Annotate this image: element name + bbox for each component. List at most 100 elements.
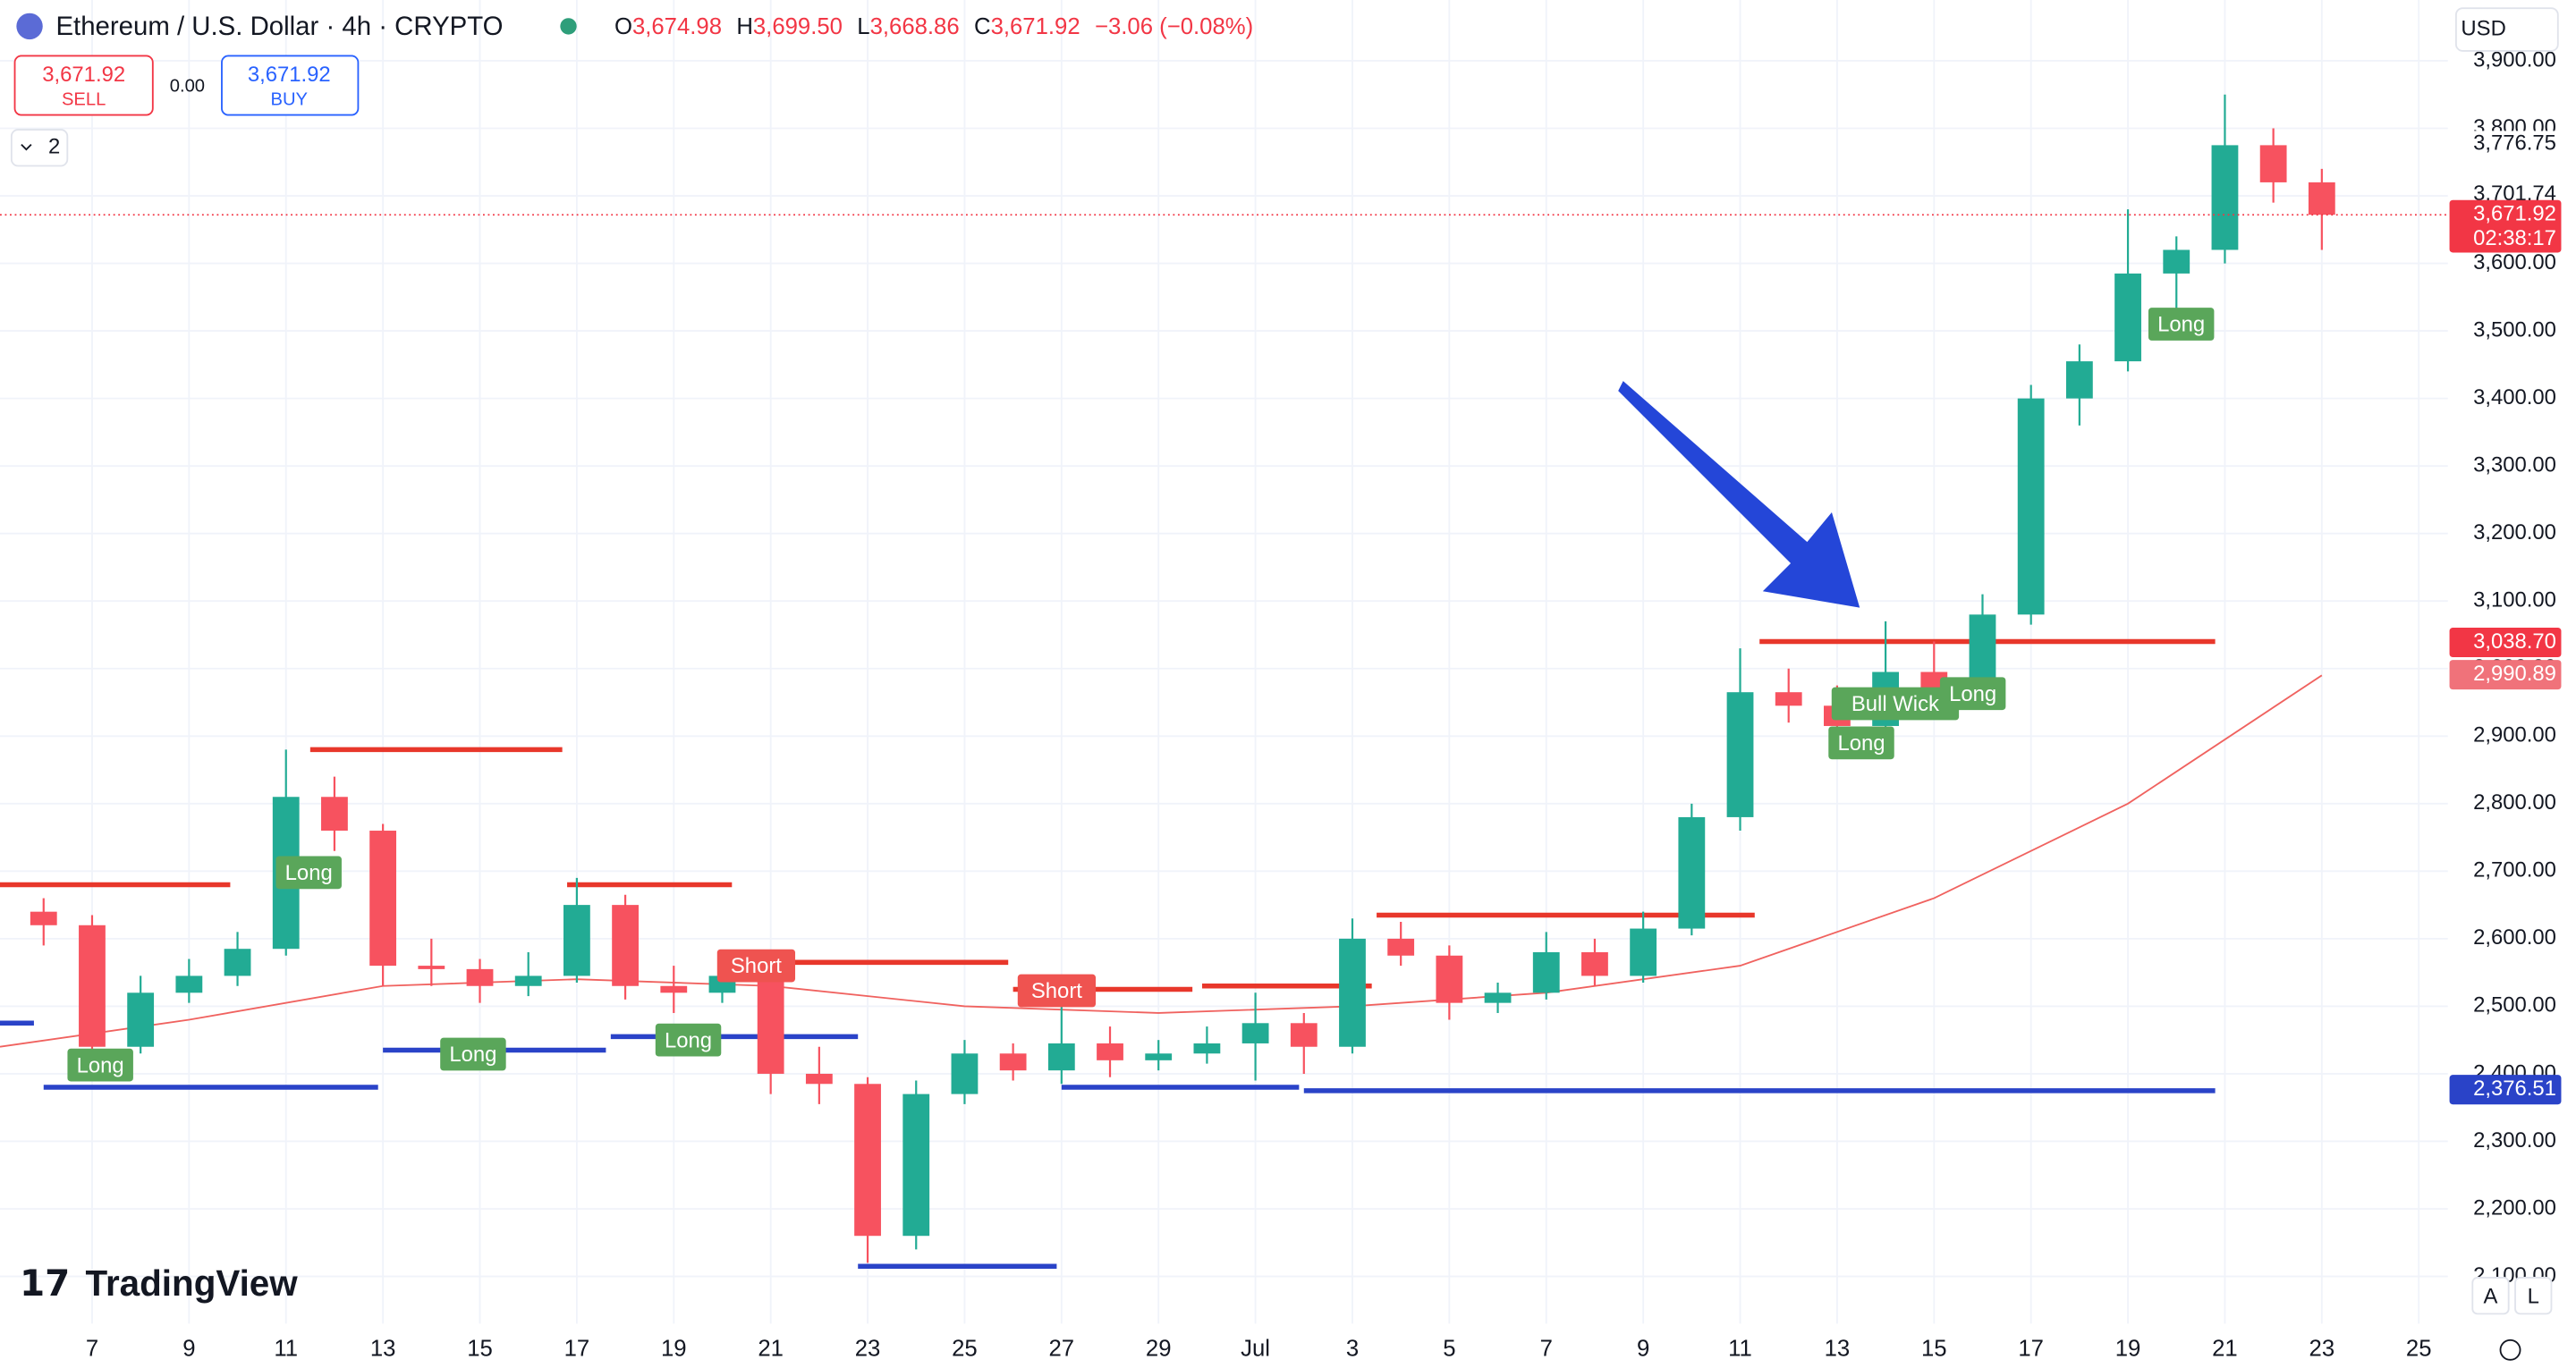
signal-badge bbox=[2148, 308, 2215, 341]
settings-icon[interactable] bbox=[2499, 1338, 2521, 1361]
candle-body bbox=[1145, 1053, 1173, 1060]
candle-body bbox=[1775, 692, 1802, 706]
candle-body bbox=[30, 911, 57, 925]
y-tick-label: 3,600.00 bbox=[2473, 250, 2556, 274]
moving-average bbox=[0, 674, 2323, 1048]
logo-mark: 𝟭𝟳 bbox=[20, 1262, 70, 1304]
signal-badge bbox=[716, 949, 796, 983]
log-label: L bbox=[2528, 1284, 2539, 1308]
ohlc: O3,674.98 H3,699.50 L3,668.86 C3,671.92 … bbox=[614, 14, 1253, 39]
price-label: 2,990.89 bbox=[2473, 662, 2556, 686]
candle-body bbox=[612, 905, 639, 986]
candle-body bbox=[369, 831, 397, 967]
candle-body bbox=[466, 968, 494, 986]
x-tick-label: 21 bbox=[2212, 1337, 2238, 1362]
o-key: O bbox=[614, 14, 632, 39]
candle-body bbox=[2114, 273, 2141, 362]
signal-badge bbox=[655, 1023, 722, 1057]
price-label-bg bbox=[2449, 131, 2562, 157]
x-tick-label: 13 bbox=[1825, 1337, 1851, 1362]
y-tick-label: 2,800.00 bbox=[2473, 790, 2556, 815]
candle-body bbox=[418, 966, 445, 969]
price-label-box bbox=[2449, 627, 2562, 658]
signal-badge bbox=[275, 856, 342, 890]
candle-body bbox=[2065, 361, 2093, 399]
candle-body bbox=[1484, 992, 1512, 1003]
signal-label: Long bbox=[285, 861, 333, 885]
symbol: Ethereum / U.S. Dollar · 4h · CRYPTO bbox=[55, 12, 503, 41]
candle-body bbox=[1387, 938, 1415, 956]
auto-button[interactable] bbox=[2471, 1277, 2510, 1315]
indicator-toggle[interactable] bbox=[10, 129, 69, 167]
signal-label: Long bbox=[77, 1053, 124, 1077]
x-tick-label: 7 bbox=[1540, 1337, 1553, 1362]
candle-body bbox=[1678, 816, 1706, 929]
x-tick-label: 9 bbox=[1637, 1337, 1649, 1362]
x-tick-label: 23 bbox=[2309, 1337, 2335, 1362]
candle-body bbox=[1630, 928, 1657, 976]
x-tick-label: 11 bbox=[274, 1337, 298, 1362]
x-tick-label: 15 bbox=[467, 1337, 493, 1362]
buy-label: BUY bbox=[271, 89, 309, 109]
x-tick-label: Jul bbox=[1241, 1337, 1270, 1362]
signal-label: Long bbox=[1837, 731, 1885, 756]
y-tick-label: 2,700.00 bbox=[2473, 858, 2556, 882]
status-dot bbox=[560, 18, 577, 35]
x-tick-label: 5 bbox=[1443, 1337, 1455, 1362]
candle-body bbox=[2163, 249, 2190, 274]
candle-body bbox=[854, 1084, 881, 1237]
sell-button[interactable] bbox=[13, 55, 154, 116]
price-label: 3,038.70 bbox=[2473, 629, 2556, 654]
signal-badge bbox=[1939, 677, 2006, 711]
header: Ethereum / U.S. Dollar · 4h · CRYPTO O3,… bbox=[10, 7, 2559, 1361]
y-tick-label: 3,100.00 bbox=[2473, 588, 2556, 612]
signal-label: Short bbox=[731, 954, 782, 978]
y-tick-label: 3,400.00 bbox=[2473, 385, 2556, 410]
candle-body bbox=[2211, 145, 2239, 250]
price-label: 3,671.92 bbox=[2473, 202, 2556, 226]
change: −3.06 (−0.08%) bbox=[1095, 14, 1253, 39]
candle-body bbox=[1581, 951, 1608, 976]
y-tick-label: 2,500.00 bbox=[2473, 993, 2556, 1018]
c-val: 3,671.92 bbox=[991, 14, 1080, 39]
y-tick-label: 2,600.00 bbox=[2473, 925, 2556, 950]
candle-body bbox=[1097, 1043, 1123, 1060]
price-countdown: 02:38:17 bbox=[2473, 226, 2556, 250]
candle-body bbox=[2259, 145, 2287, 182]
candle-body bbox=[757, 975, 784, 1074]
h-val: 3,699.50 bbox=[753, 14, 843, 39]
signal-label: Long bbox=[449, 1043, 496, 1067]
x-tick-label: 13 bbox=[370, 1337, 396, 1362]
buy-button[interactable] bbox=[221, 55, 360, 116]
price-label: 3,776.75 bbox=[2473, 131, 2556, 155]
chevron bbox=[21, 143, 32, 151]
y-tick-label: 3,300.00 bbox=[2473, 452, 2556, 477]
currency: USD bbox=[2461, 16, 2505, 40]
currency-button[interactable] bbox=[2455, 7, 2559, 52]
signal-badge bbox=[1017, 974, 1097, 1008]
candle-body bbox=[321, 797, 348, 832]
candle-body bbox=[79, 925, 106, 1047]
y-tick-label: 2,200.00 bbox=[2473, 1195, 2556, 1220]
candle-body bbox=[514, 975, 542, 986]
signal-label: Bull Wick bbox=[1852, 692, 1939, 716]
buy-price: 3,671.92 bbox=[248, 63, 331, 87]
candle-body bbox=[1726, 692, 1754, 817]
candle-body bbox=[2017, 398, 2045, 615]
candle-body bbox=[999, 1053, 1027, 1071]
signal-label: Long bbox=[665, 1028, 712, 1052]
y-tick-label: 3,500.00 bbox=[2473, 317, 2556, 342]
arrow bbox=[1618, 381, 1860, 608]
spread: 0.00 bbox=[170, 77, 205, 97]
candle-body bbox=[1241, 1023, 1269, 1043]
candle-body bbox=[1436, 955, 1463, 1003]
candle-body bbox=[1193, 1043, 1221, 1054]
sell-label: SELL bbox=[62, 89, 106, 109]
log-button[interactable] bbox=[2514, 1277, 2553, 1315]
candle-body bbox=[127, 992, 155, 1047]
x-tick-label: 9 bbox=[182, 1337, 195, 1362]
candle-body bbox=[951, 1053, 979, 1094]
